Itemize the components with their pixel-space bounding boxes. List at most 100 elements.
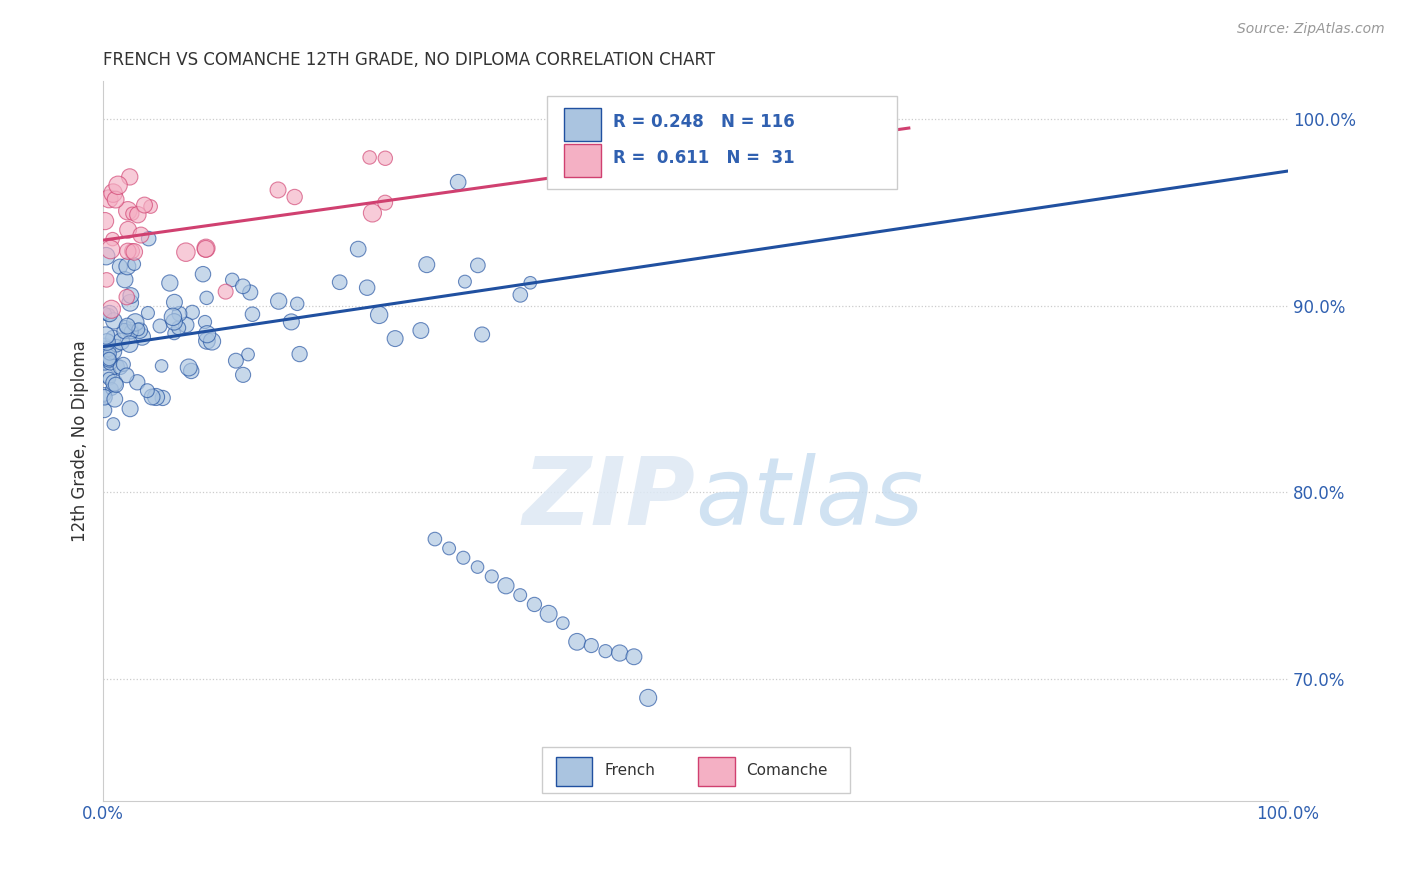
Point [136,306,159,320]
Point [118,169,141,184]
Point [174,245,197,260]
Point [609,646,631,660]
Point [97,342,120,356]
Point [537,607,560,621]
Point [423,532,446,546]
Point [100,302,122,317]
Point [98,352,121,367]
Point [447,175,470,189]
Point [120,288,142,302]
Point [221,273,243,287]
Point [454,275,477,289]
Point [98,356,121,370]
Point [104,377,127,392]
Point [93,403,115,417]
Y-axis label: 12th Grade, No Diploma: 12th Grade, No Diploma [72,340,89,541]
FancyBboxPatch shape [564,144,600,177]
Point [467,560,489,574]
Point [94,328,117,343]
Point [467,259,489,273]
FancyBboxPatch shape [555,757,592,786]
Point [96,334,118,349]
Point [120,401,142,416]
Point [152,391,174,405]
Point [180,364,202,378]
Point [374,151,396,165]
Point [94,307,117,321]
Point [149,318,172,333]
Point [195,334,218,348]
Point [127,208,149,222]
Point [174,318,197,332]
Point [98,346,121,360]
Point [98,351,121,366]
Point [167,321,190,335]
Point [214,285,236,299]
Point [361,206,384,220]
Point [285,297,308,311]
Point [104,193,127,207]
Point [93,387,115,401]
Point [107,178,129,193]
Point [105,359,128,374]
Point [495,579,517,593]
Point [105,339,128,353]
Point [121,207,143,221]
Point [267,183,290,197]
Point [103,417,125,431]
Point [97,352,120,367]
Point [551,616,574,631]
Text: ZIP: ZIP [523,452,696,544]
Point [115,368,138,383]
Point [162,310,184,324]
Point [347,242,370,256]
Point [359,150,381,164]
Point [623,649,645,664]
Point [481,569,503,583]
Point [163,315,186,329]
Point [122,244,145,259]
Point [163,295,186,310]
Point [114,324,136,338]
FancyBboxPatch shape [541,747,849,793]
FancyBboxPatch shape [697,757,735,786]
Point [150,359,173,373]
Point [288,347,311,361]
Point [239,285,262,300]
Point [117,319,139,334]
Text: R =  0.611   N =  31: R = 0.611 N = 31 [613,149,794,168]
Point [581,639,603,653]
Point [128,324,150,338]
Point [523,598,546,612]
Point [225,353,247,368]
Point [267,294,290,309]
Point [98,372,121,386]
Point [169,307,191,321]
Text: FRENCH VS COMANCHE 12TH GRADE, NO DIPLOMA CORRELATION CHART: FRENCH VS COMANCHE 12TH GRADE, NO DIPLOM… [103,51,716,69]
Text: French: French [605,763,655,778]
Text: R = 0.248   N = 116: R = 0.248 N = 116 [613,113,794,131]
Point [98,307,121,321]
Point [110,360,132,375]
Point [519,276,541,290]
Point [117,203,139,218]
Point [145,390,167,404]
Point [103,344,125,359]
Point [93,390,115,404]
FancyBboxPatch shape [564,108,600,141]
Point [565,635,588,649]
Point [120,295,142,310]
Point [236,347,259,361]
Point [194,242,217,256]
Point [201,334,224,349]
Point [138,232,160,246]
Point [195,291,218,305]
Point [108,260,131,274]
Point [114,273,136,287]
Point [374,195,396,210]
Point [101,232,124,246]
Point [97,368,120,382]
Point [471,327,494,342]
Point [384,332,406,346]
Point [141,390,163,404]
